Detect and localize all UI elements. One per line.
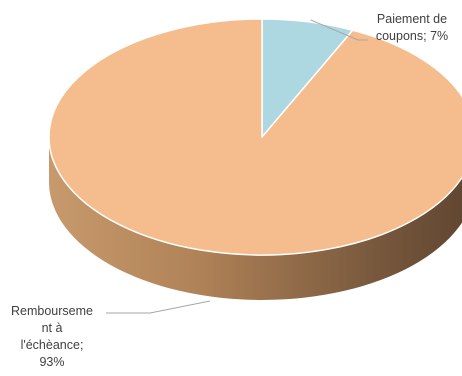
label-remboursement-line-3: l'échèance; — [20, 338, 84, 352]
label-coupons: Paiement de coupons; 7% — [366, 11, 458, 45]
leader-line-coupons — [310, 19, 368, 41]
label-remboursement-line-1: Rembourseme — [11, 304, 93, 318]
pie-side-wall — [49, 137, 462, 300]
leader-line-remboursement — [106, 300, 211, 314]
label-coupons-line-1: Paiement de — [376, 12, 448, 26]
pie-slice-1 — [48, 18, 462, 256]
label-remboursement-line-2: nt à — [41, 321, 63, 335]
label-coupons-line-2: coupons; 7% — [375, 29, 449, 43]
label-remboursement-line-4: 93% — [39, 355, 65, 369]
label-remboursement: Rembourseme nt à l'échèance; 93% — [2, 303, 102, 371]
